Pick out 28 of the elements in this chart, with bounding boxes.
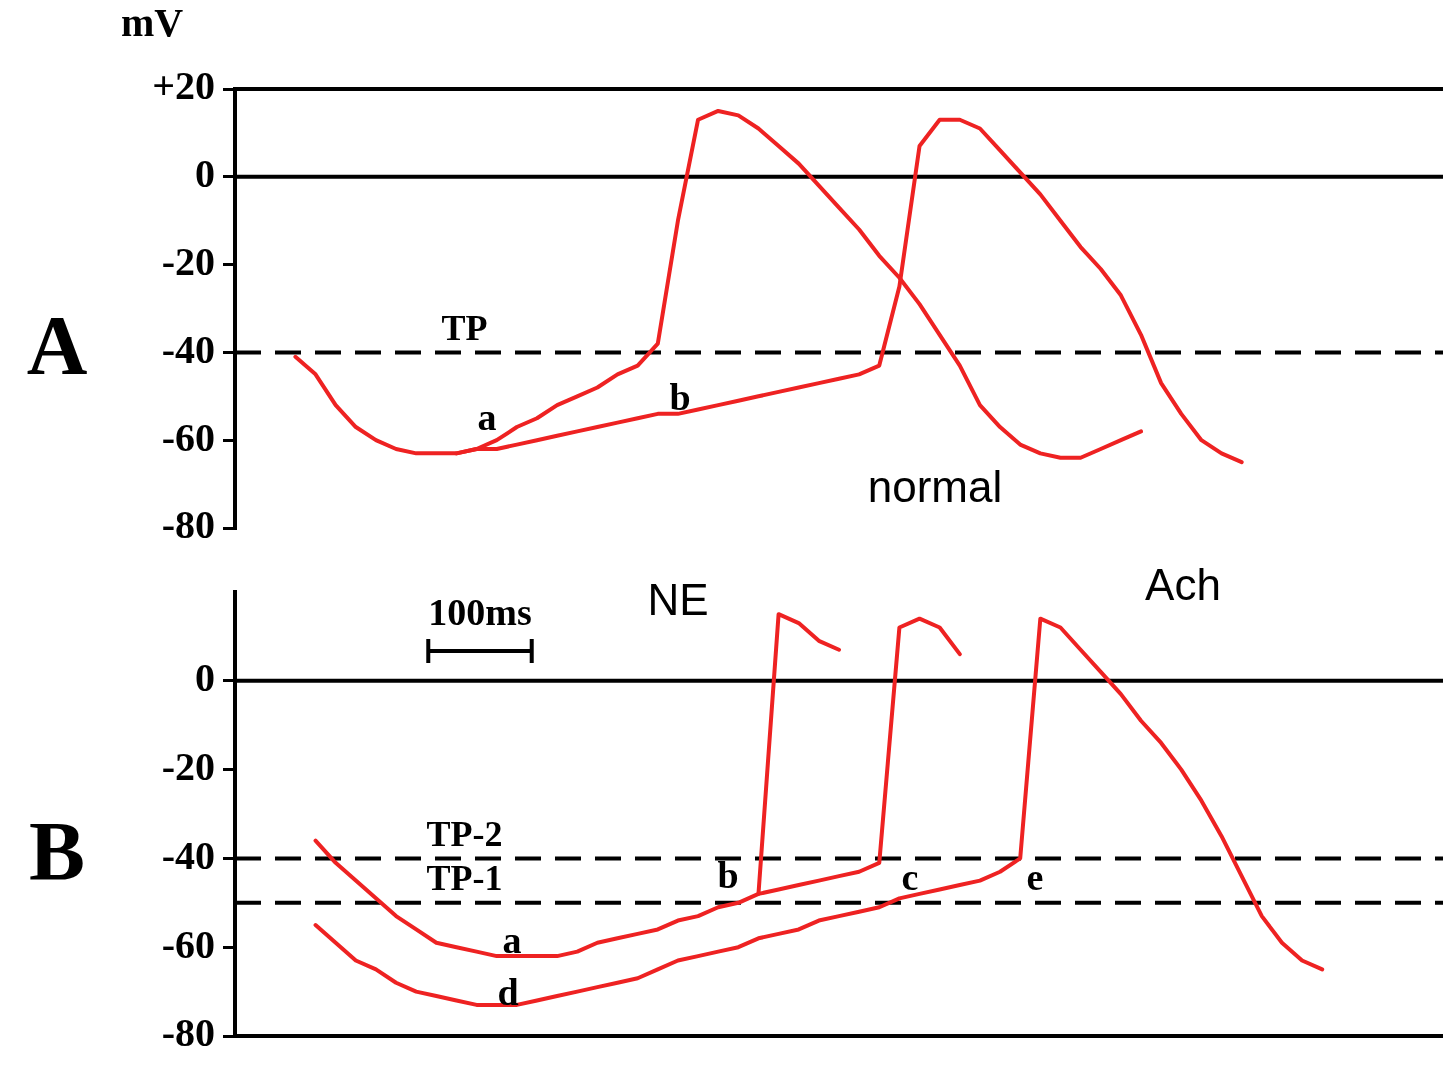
- annotation: NE: [647, 575, 709, 625]
- y-axis-title: mV: [120, 0, 184, 46]
- annotation: normal: [867, 462, 1003, 512]
- text: A: [26, 299, 88, 393]
- annotation: e: [1026, 855, 1044, 898]
- annotation: b: [669, 375, 691, 418]
- annotation: a: [477, 395, 497, 438]
- ref-line-label: TP: [441, 307, 488, 348]
- y-tick-label: 0: [195, 655, 215, 701]
- y-tick-label: -80: [161, 502, 215, 548]
- ref-line-label: TP-1: [426, 858, 503, 899]
- y-tick-label: -40: [161, 326, 215, 372]
- y-tick-label: 0: [195, 151, 215, 197]
- y-tick-label: -80: [161, 1010, 215, 1056]
- y-tick-label: -20: [161, 743, 215, 789]
- y-tick-label: -60: [161, 414, 215, 460]
- text: B: [28, 805, 86, 899]
- annotation: c: [901, 855, 919, 898]
- annotation: b: [717, 853, 739, 896]
- annotation: 100ms: [428, 590, 532, 633]
- y-tick-label: -60: [161, 921, 215, 967]
- annotation: a: [502, 918, 522, 961]
- y-tick-label: -20: [161, 238, 215, 284]
- ref-line-label: TP-2: [426, 813, 503, 854]
- y-tick-label: +20: [152, 63, 215, 109]
- annotation: d: [497, 970, 519, 1013]
- y-tick-label: -40: [161, 832, 215, 878]
- annotation: Ach: [1145, 560, 1221, 610]
